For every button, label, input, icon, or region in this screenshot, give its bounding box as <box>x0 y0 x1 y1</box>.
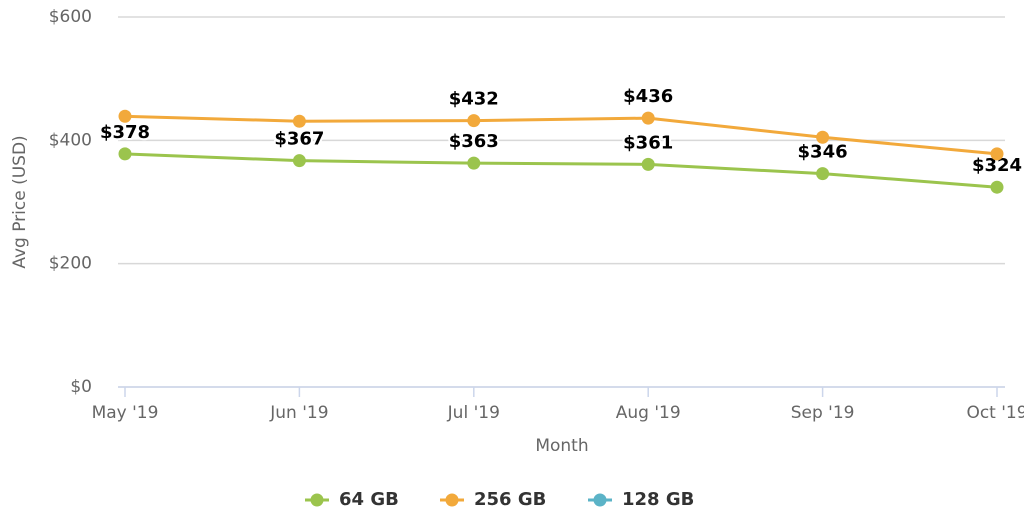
y-axis-title: Avg Price (USD) <box>10 135 30 268</box>
data-label: $436 <box>623 86 673 107</box>
legend-marker <box>310 493 324 507</box>
point <box>292 114 306 128</box>
point <box>641 111 655 125</box>
legend-label: 128 GB <box>622 489 694 510</box>
point <box>990 180 1004 194</box>
x-tick-label: Oct '19 <box>966 403 1024 423</box>
data-label: $346 <box>798 142 848 163</box>
point <box>118 109 132 123</box>
y-tick-label: $200 <box>49 254 92 274</box>
point <box>816 130 830 144</box>
point <box>990 147 1004 161</box>
x-axis-title: Month <box>535 436 588 456</box>
legend-label: 64 GB <box>339 489 399 510</box>
data-label: $363 <box>449 131 499 152</box>
legend-marker <box>445 493 459 507</box>
y-tick-label: $400 <box>49 130 92 150</box>
x-tick-label: May '19 <box>92 403 159 423</box>
data-label: $361 <box>623 132 673 153</box>
point <box>641 157 655 171</box>
point <box>118 147 132 161</box>
point <box>467 156 481 170</box>
point <box>816 167 830 181</box>
point <box>467 114 481 128</box>
legend-label: 256 GB <box>474 489 546 510</box>
x-tick-label: Jun '19 <box>269 403 328 423</box>
y-tick-label: $0 <box>70 377 92 397</box>
point <box>292 154 306 168</box>
data-label: $432 <box>449 89 499 110</box>
data-label: $378 <box>100 122 150 143</box>
x-tick-label: Aug '19 <box>616 403 681 423</box>
legend-marker <box>593 493 607 507</box>
series-line <box>124 152 998 189</box>
y-tick-label: $600 <box>49 7 92 27</box>
data-label: $367 <box>274 129 324 150</box>
x-tick-label: Sep '19 <box>791 403 855 423</box>
x-tick-label: Jul '19 <box>447 403 500 423</box>
series-line <box>124 114 998 156</box>
